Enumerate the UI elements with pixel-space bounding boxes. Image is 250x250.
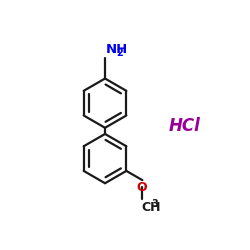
- Text: O: O: [136, 181, 147, 194]
- Text: 2: 2: [116, 48, 122, 58]
- Text: 3: 3: [152, 200, 158, 209]
- Text: NH: NH: [106, 43, 128, 56]
- Text: HCl: HCl: [169, 117, 201, 135]
- Text: CH: CH: [142, 201, 161, 214]
